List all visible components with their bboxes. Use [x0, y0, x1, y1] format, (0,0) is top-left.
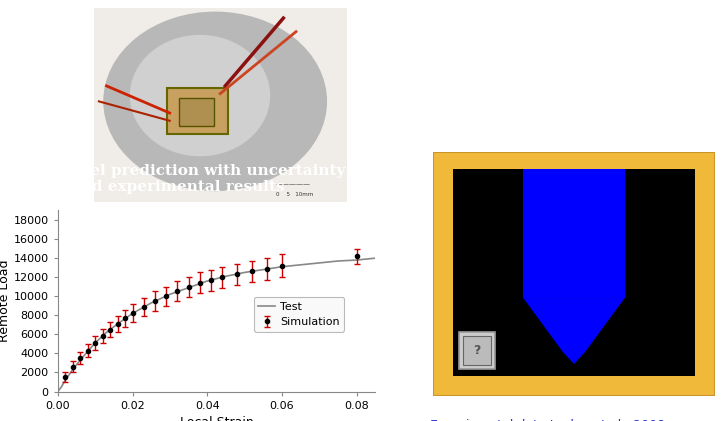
Test	[334, 258, 342, 264]
Test	[69, 367, 77, 372]
Polygon shape	[523, 298, 625, 364]
Test	[147, 301, 155, 306]
Line: Test: Test	[58, 258, 375, 392]
Ellipse shape	[104, 12, 326, 190]
Test	[278, 264, 287, 269]
FancyBboxPatch shape	[433, 152, 715, 396]
Test	[203, 278, 212, 283]
FancyBboxPatch shape	[453, 169, 695, 376]
Text: ?: ?	[473, 344, 481, 357]
Test	[61, 378, 69, 383]
Test	[57, 384, 66, 389]
Test	[113, 321, 122, 326]
Test	[259, 267, 268, 272]
FancyBboxPatch shape	[523, 169, 625, 298]
Test	[240, 270, 249, 275]
Test	[296, 262, 305, 267]
Text: Experiment with notch root
strain measurement: Experiment with notch root strain measur…	[399, 86, 677, 125]
Ellipse shape	[131, 35, 269, 156]
Test	[83, 349, 92, 354]
FancyBboxPatch shape	[167, 88, 228, 134]
Test	[91, 341, 100, 346]
X-axis label: Local Strain: Local Strain	[180, 416, 253, 421]
Legend: Test, Simulation: Test, Simulation	[253, 297, 344, 332]
Test	[53, 389, 62, 394]
Test	[222, 274, 230, 279]
FancyBboxPatch shape	[458, 332, 495, 369]
FancyBboxPatch shape	[94, 8, 347, 202]
Text: Experimental data Jordon et al., 2008: Experimental data Jordon et al., 2008	[430, 419, 665, 421]
FancyBboxPatch shape	[178, 99, 214, 125]
Y-axis label: Remote Load: Remote Load	[0, 260, 11, 342]
Test	[129, 311, 137, 316]
Test	[184, 285, 193, 290]
Test	[165, 292, 174, 297]
Test	[352, 258, 361, 263]
Test	[315, 260, 323, 265]
Text: —————: —————	[276, 181, 310, 188]
Text: 0    5   10mm: 0 5 10mm	[276, 192, 313, 197]
Test	[76, 357, 84, 362]
Test	[371, 256, 380, 261]
FancyBboxPatch shape	[463, 336, 491, 365]
Test	[102, 330, 110, 335]
Text: ISV model prediction with uncertainty
compared experimental results: ISV model prediction with uncertainty co…	[18, 164, 345, 194]
